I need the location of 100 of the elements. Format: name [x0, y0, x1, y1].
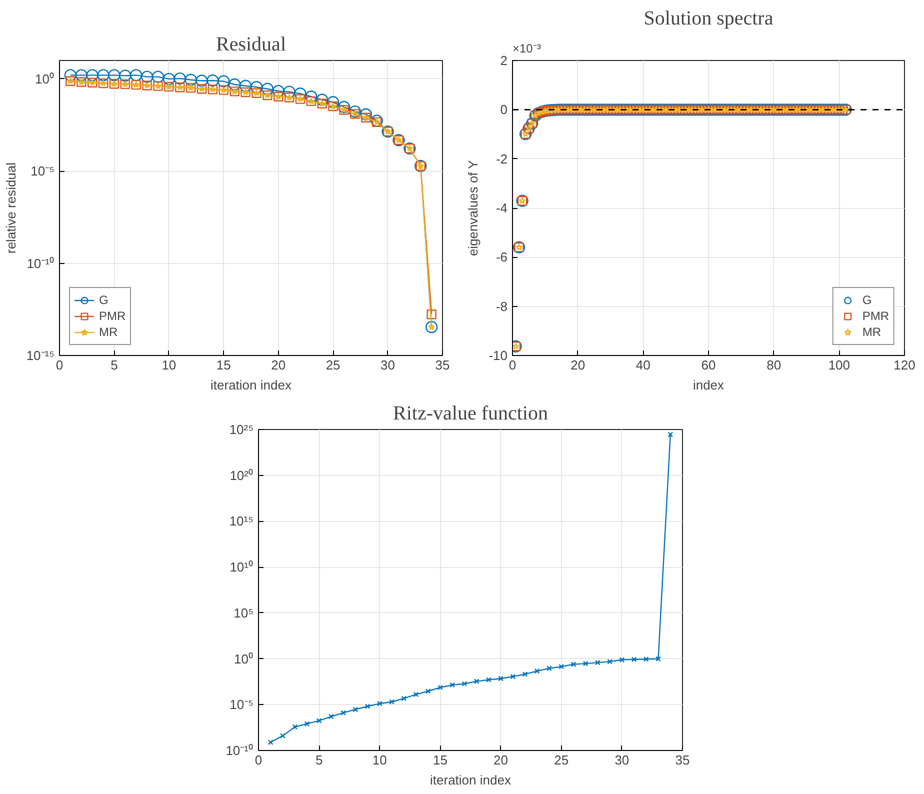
point	[162, 72, 176, 86]
y-tick-label: 10⁻¹⁵	[26, 348, 55, 363]
point	[206, 74, 219, 87]
point	[474, 678, 480, 684]
point	[64, 69, 77, 82]
y-tick-label: 10¹⁰	[230, 560, 254, 575]
x-axis-title: iteration index	[430, 772, 512, 788]
point	[558, 664, 564, 670]
y-axis-title: eigenvalues of Y	[466, 160, 481, 256]
y-tick-label: -4	[496, 200, 508, 216]
point	[304, 721, 310, 727]
point	[450, 682, 456, 688]
chart-title: Residual	[216, 34, 286, 56]
point	[582, 660, 588, 666]
legend-label: PMR	[99, 308, 126, 324]
point	[294, 88, 306, 100]
point	[130, 69, 142, 82]
point	[326, 96, 340, 108]
point	[348, 105, 362, 118]
y-tick-label: 10²⁵	[229, 422, 254, 437]
point	[656, 656, 661, 662]
point	[340, 710, 346, 716]
point	[305, 90, 318, 103]
x-tick-label: 100	[828, 358, 850, 372]
y-tick-label: 10⁻⁵	[30, 164, 55, 179]
point	[338, 100, 350, 114]
point	[498, 676, 504, 682]
y-tick-label: 10⁰	[35, 71, 55, 86]
legend-label: G	[862, 292, 873, 308]
x-tick-label: 5	[315, 752, 323, 768]
x-tick-label: 40	[636, 358, 650, 372]
y-tick-label: -10	[488, 348, 508, 363]
point	[364, 704, 370, 710]
y-tick-label: 10¹⁵	[229, 514, 254, 529]
x-tick-label: 15	[216, 358, 231, 372]
y-tick-label: 10⁵	[234, 605, 254, 620]
point	[534, 668, 540, 674]
point	[486, 677, 492, 682]
x-tick-label: 20	[494, 752, 508, 768]
x-tick-label: 120	[894, 358, 916, 372]
point	[283, 86, 296, 98]
point	[376, 700, 382, 706]
point	[522, 671, 528, 677]
point	[228, 78, 241, 91]
point	[239, 80, 252, 92]
point	[250, 81, 263, 94]
x-tick-label: 60	[701, 358, 716, 372]
point	[462, 681, 468, 686]
point	[316, 718, 322, 724]
legend-label: PMR	[862, 308, 889, 324]
point	[218, 75, 230, 88]
y-tick-label: 0	[500, 102, 508, 118]
x-axis-title: index	[692, 378, 725, 392]
x-tick-label: 10	[162, 358, 176, 372]
point	[292, 724, 298, 730]
y-tick-label: 10⁻¹⁰	[226, 743, 254, 758]
y-axis-title: relative residual	[3, 162, 18, 254]
point	[425, 688, 431, 694]
point	[75, 69, 88, 82]
y-tick-label: 10⁻⁵	[230, 697, 254, 712]
point	[425, 320, 438, 334]
point	[119, 70, 132, 82]
x-tick-label: 25	[326, 358, 340, 372]
point	[360, 108, 372, 120]
point	[86, 69, 98, 82]
x-axis-title: iteration index	[210, 378, 292, 392]
point	[546, 666, 552, 672]
point	[152, 70, 164, 83]
y-tick-label: -8	[496, 298, 508, 314]
chart-title: Solution spectra	[644, 8, 774, 30]
legend-label: MR	[862, 324, 882, 340]
point	[316, 94, 328, 106]
point	[426, 310, 436, 320]
point	[272, 84, 284, 98]
point	[510, 674, 516, 680]
x-tick-label: 80	[766, 358, 782, 372]
point	[413, 692, 419, 698]
point	[328, 714, 334, 720]
y-tick-label: -6	[496, 250, 508, 265]
point	[97, 69, 110, 82]
point	[174, 72, 186, 85]
chart-title: Ritz-value function	[393, 402, 548, 424]
x-tick-label: 25	[554, 752, 569, 768]
point	[631, 656, 637, 662]
point	[619, 657, 625, 662]
point	[370, 114, 383, 127]
point	[401, 696, 407, 702]
x-tick-label: 15	[432, 752, 448, 768]
x-tick-label: 20	[570, 358, 586, 372]
point	[643, 656, 649, 662]
point	[352, 706, 358, 712]
point	[280, 733, 286, 739]
point	[607, 658, 613, 664]
point	[108, 69, 120, 82]
y-tick-label: 2	[500, 53, 508, 68]
legend-label: G	[99, 292, 110, 308]
x-tick-label: 10	[372, 752, 387, 768]
text: ×10⁻³	[512, 42, 541, 56]
point	[261, 82, 274, 95]
point	[196, 74, 208, 87]
